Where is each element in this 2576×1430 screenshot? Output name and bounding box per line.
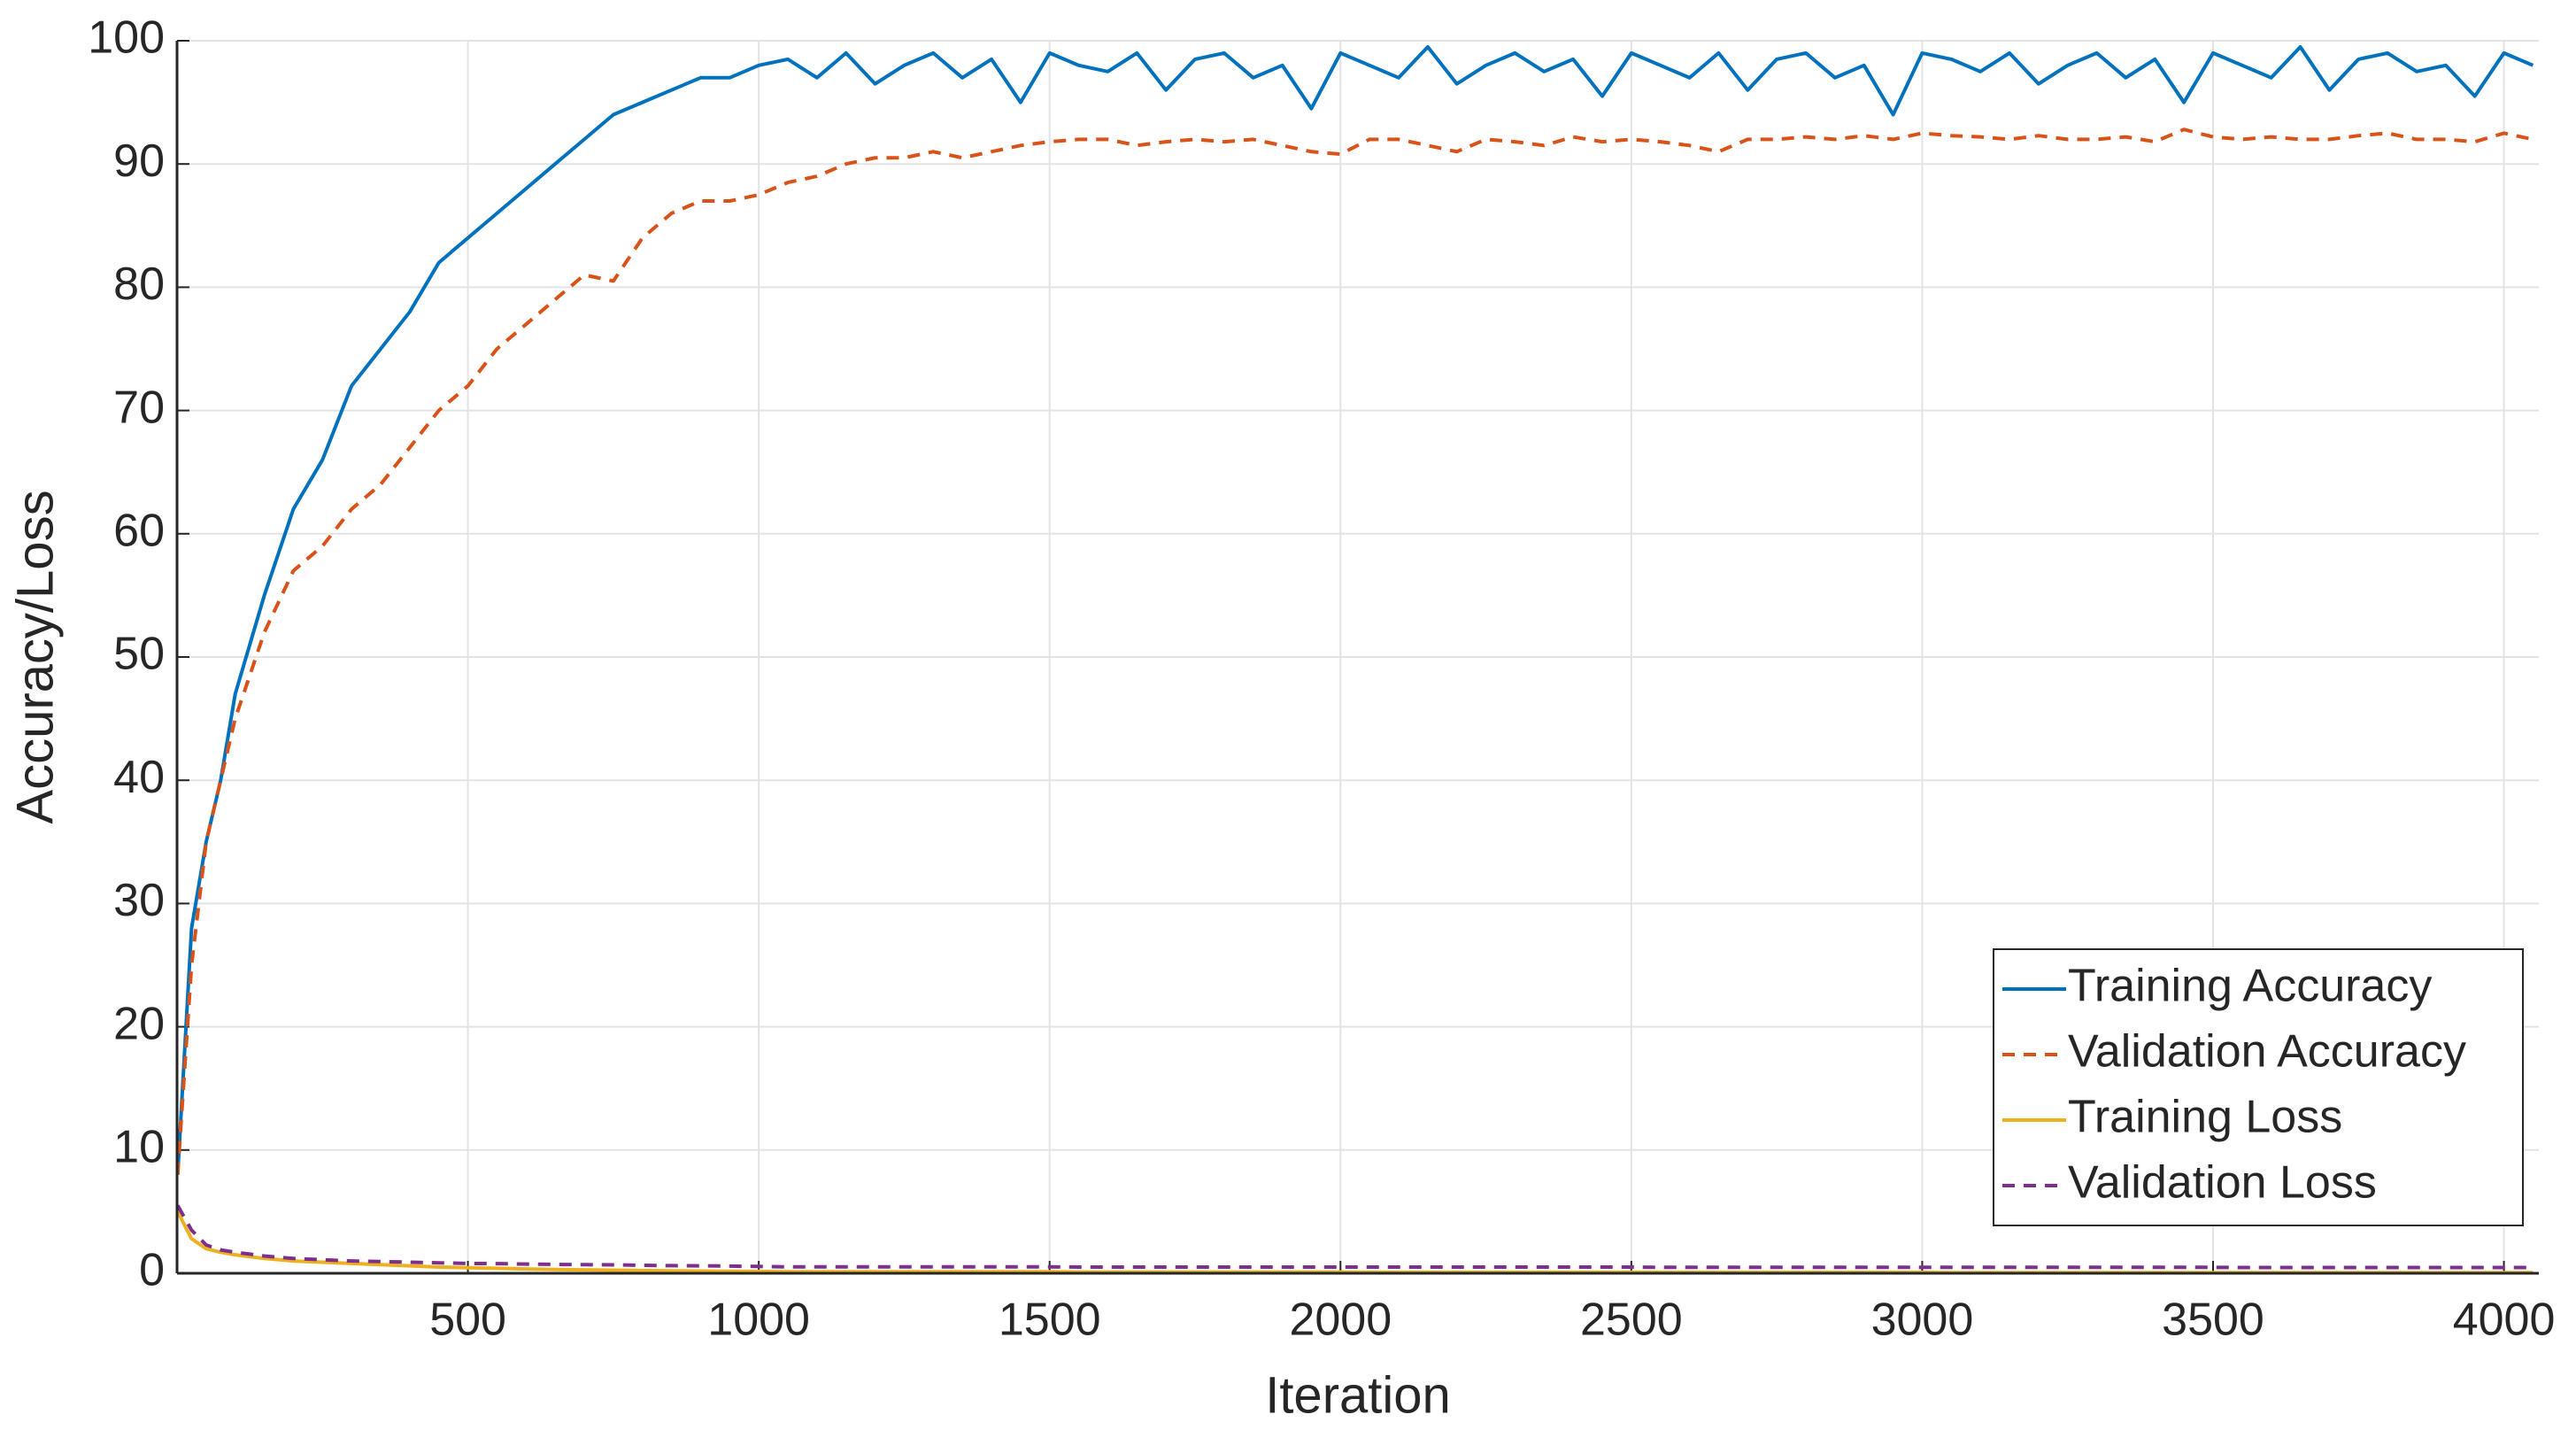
y-tick-label: 100	[88, 12, 165, 64]
legend-label: Validation Accuracy	[2068, 1026, 2466, 1078]
legend-box	[1993, 948, 2524, 1226]
x-tick-label: 4000	[2453, 1295, 2556, 1346]
y-tick-label: 60	[113, 506, 165, 557]
x-tick-label: 3500	[2162, 1295, 2264, 1346]
x-tick-label: 1000	[707, 1295, 810, 1346]
y-axis-label: Accuracy/Loss	[6, 490, 64, 823]
x-tick-label: 2500	[1580, 1295, 1683, 1346]
y-tick-label: 10	[113, 1122, 165, 1173]
legend-label: Training Accuracy	[2068, 961, 2432, 1012]
line-series	[175, 45, 2534, 1175]
legend: Training Accuracy Validation Accuracy Trai…	[1993, 948, 2524, 1226]
line-series	[175, 128, 2534, 1175]
y-tick-label: 30	[113, 875, 165, 926]
x-tick-label: 500	[429, 1295, 506, 1346]
y-tick-label: 50	[113, 629, 165, 680]
legend-label: Validation Loss	[2068, 1157, 2377, 1209]
x-tick-label: 2000	[1289, 1295, 1392, 1346]
x-tick-label: 3000	[1871, 1295, 1974, 1346]
line-series	[175, 1204, 2534, 1270]
x-axis-label: Iteration	[1265, 1366, 1451, 1424]
y-tick-label: 80	[113, 259, 165, 310]
y-tick-label: 70	[113, 382, 165, 433]
y-tick-label: 90	[113, 135, 165, 187]
y-tick-label: 40	[113, 752, 165, 803]
y-tick-label: 0	[139, 1245, 165, 1296]
legend-label: Training Loss	[2068, 1092, 2342, 1143]
y-tick-label: 20	[113, 998, 165, 1049]
x-tick-label: 1500	[999, 1295, 1101, 1346]
